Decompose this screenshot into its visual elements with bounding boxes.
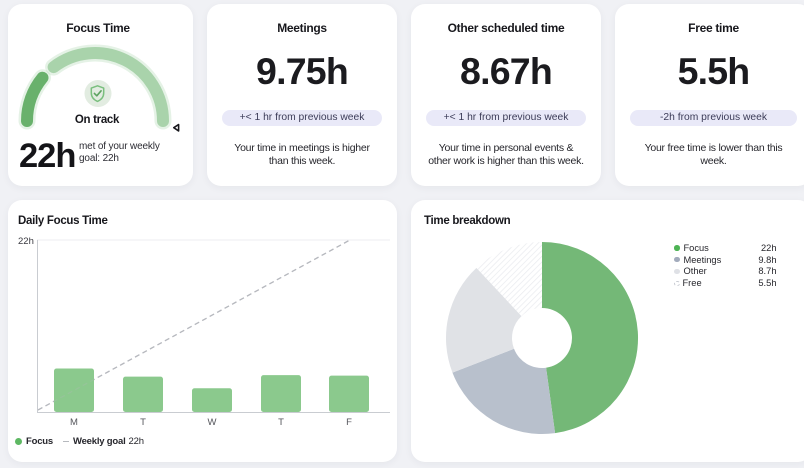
svg-text:W: W [208, 417, 217, 428]
svg-text:M: M [70, 417, 78, 428]
svg-text:T: T [278, 417, 284, 428]
svg-text:22h: 22h [18, 236, 34, 247]
svg-text:F: F [346, 417, 352, 428]
svg-text:T: T [140, 417, 146, 428]
